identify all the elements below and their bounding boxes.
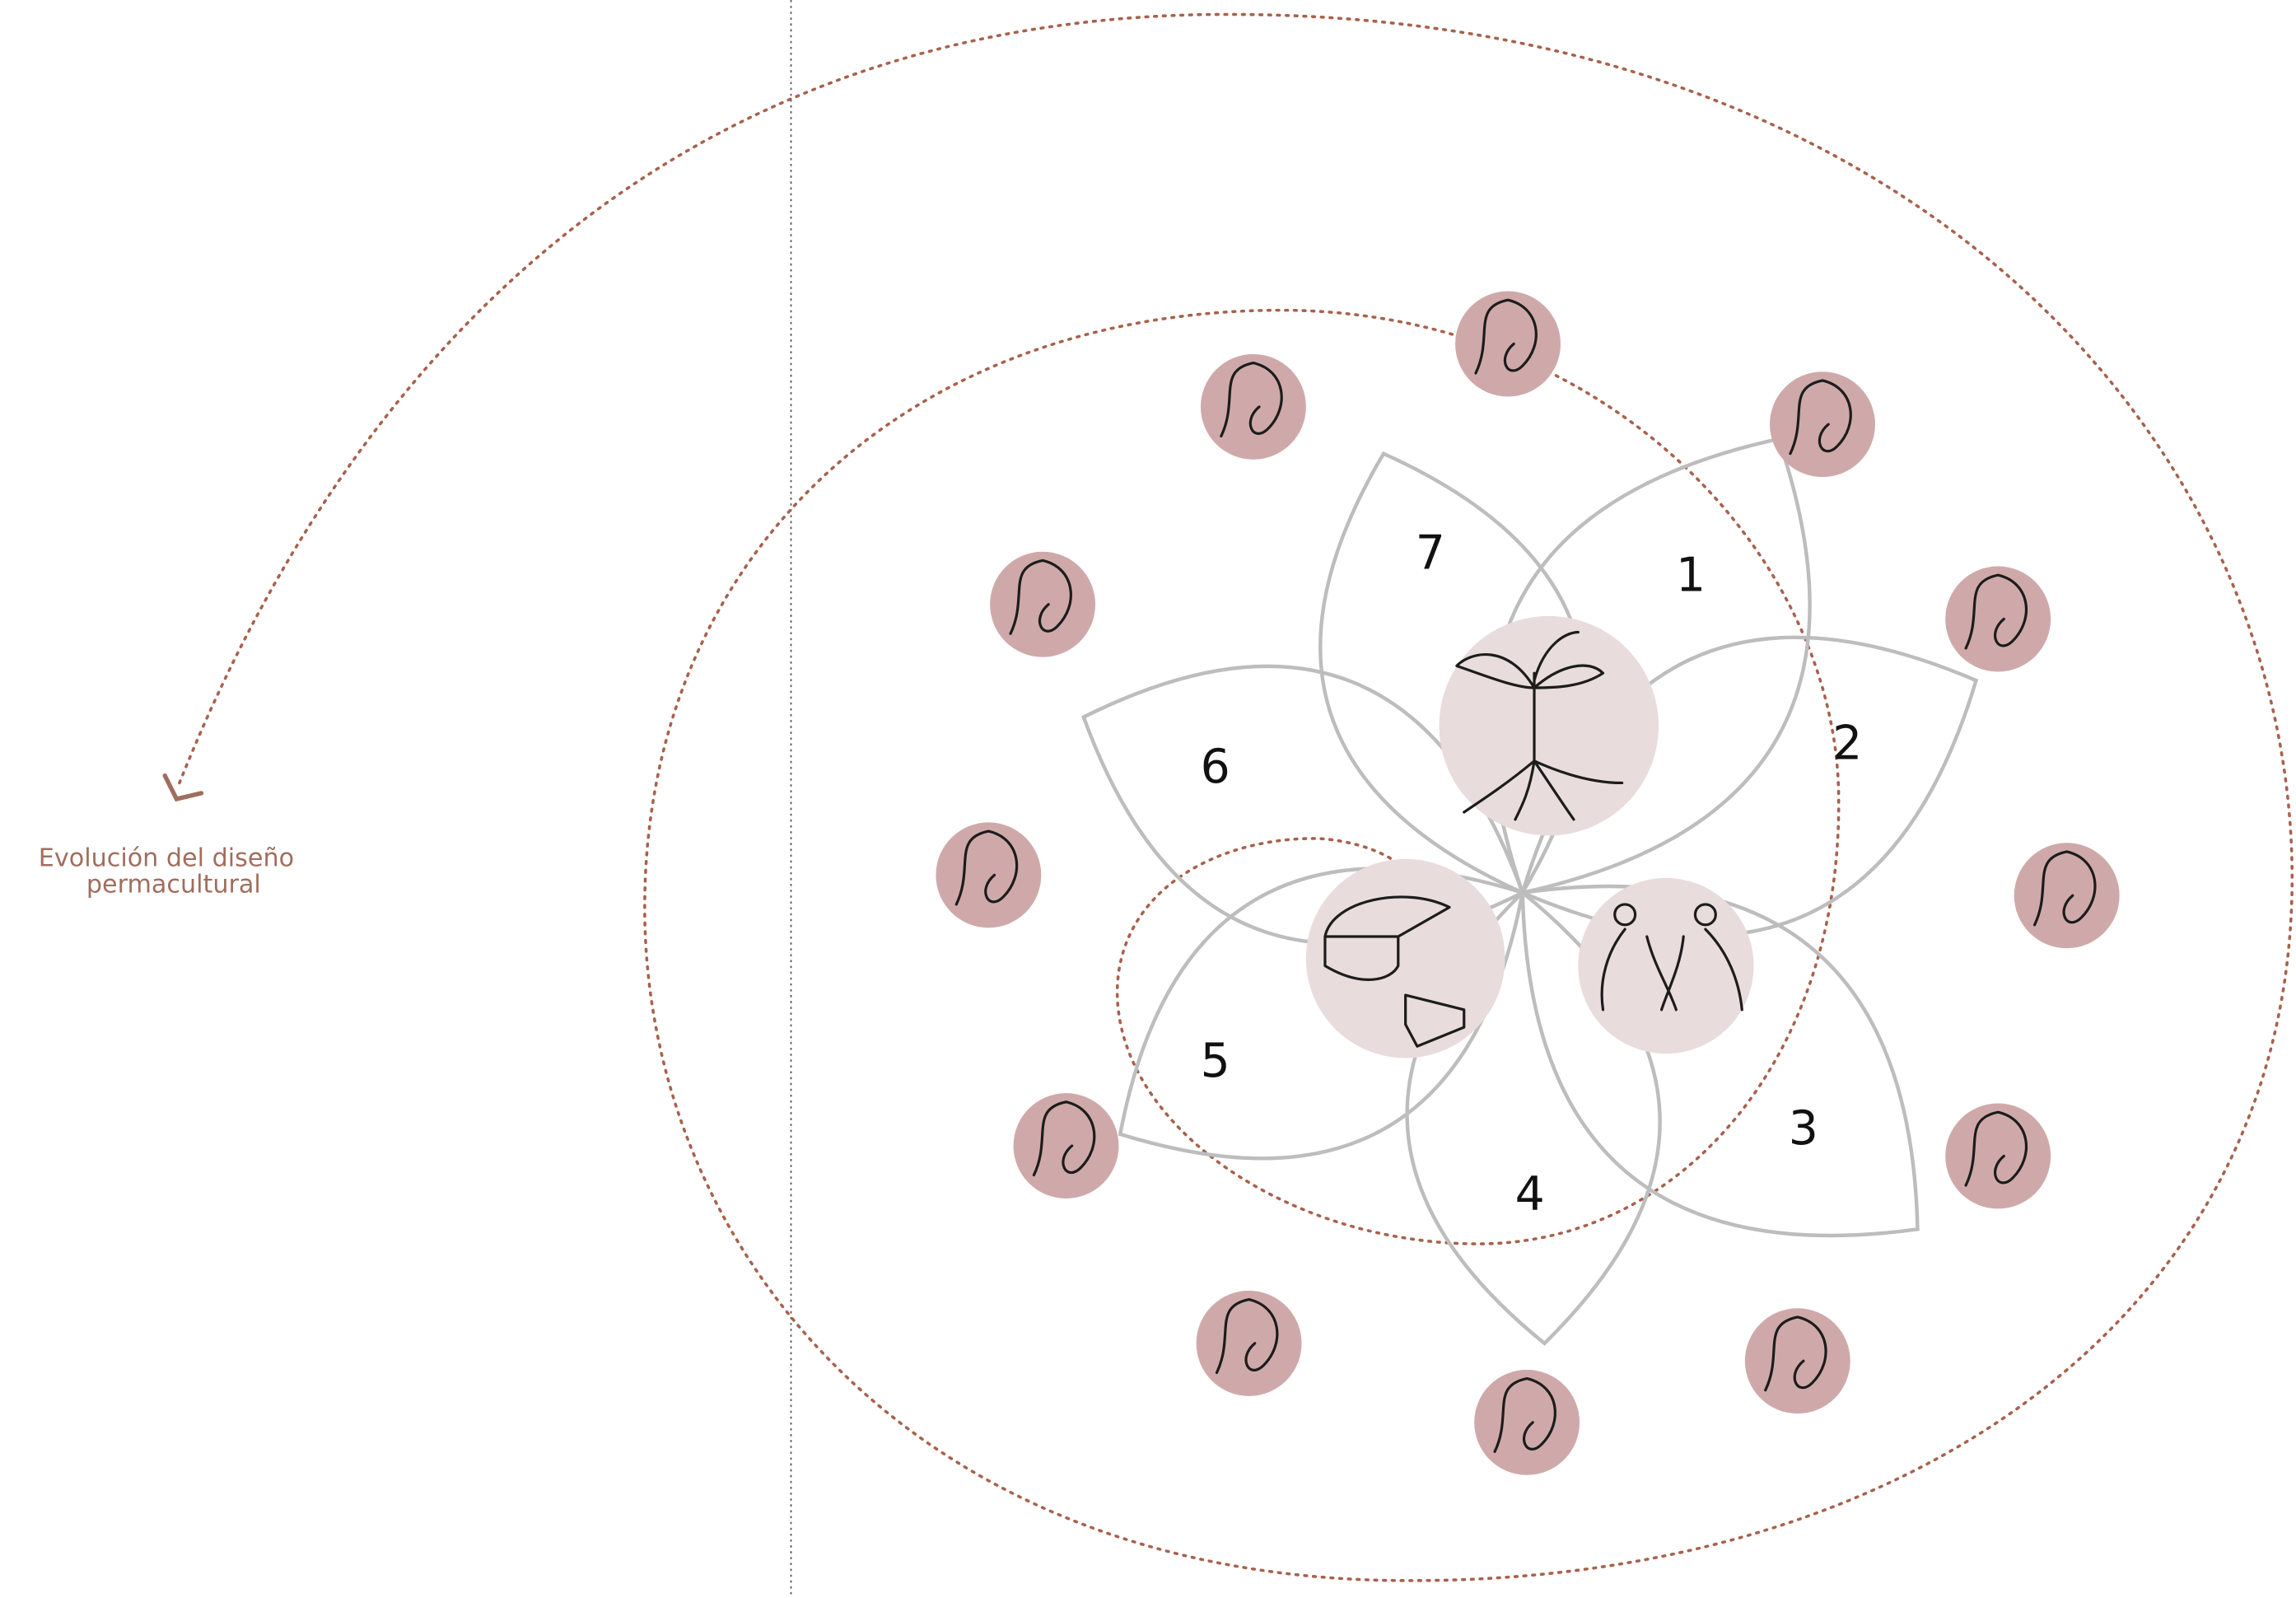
center-circle — [1306, 859, 1505, 1058]
petal-number: 3 — [1789, 1101, 1818, 1156]
icon-bubble — [1945, 567, 2051, 672]
petal-number: 5 — [1201, 1034, 1230, 1088]
icon-bubble — [1197, 1291, 1302, 1396]
petal-number: 4 — [1515, 1167, 1545, 1222]
icon-bubble — [1474, 1370, 1580, 1475]
icon-bubble — [1201, 354, 1306, 460]
icon-bubble — [2014, 843, 2120, 948]
petal-number: 1 — [1676, 548, 1706, 602]
center-circle — [1578, 878, 1753, 1054]
caption-line: permacultural — [86, 871, 261, 899]
page: Evolución del diseño permacultural 1 2 3 4 5… — [0, 0, 2296, 1598]
icon-bubble — [1014, 1093, 1119, 1198]
diagram: Evolución del diseño permacultural 1 2 3 4 5… — [0, 0, 2296, 1598]
petal-number: 6 — [1201, 740, 1230, 794]
icon-bubble — [1945, 1104, 2051, 1209]
arrow-head — [165, 776, 201, 799]
icon-bubble — [990, 552, 1095, 657]
petal-number: 2 — [1832, 717, 1862, 771]
petal-number: 7 — [1416, 526, 1445, 581]
icon-bubble — [1455, 292, 1561, 397]
icon-bubble — [936, 822, 1041, 927]
icon-bubble — [1770, 371, 1875, 477]
icon-bubble — [1745, 1308, 1850, 1413]
caption-line: Evolución del diseño — [39, 844, 294, 873]
